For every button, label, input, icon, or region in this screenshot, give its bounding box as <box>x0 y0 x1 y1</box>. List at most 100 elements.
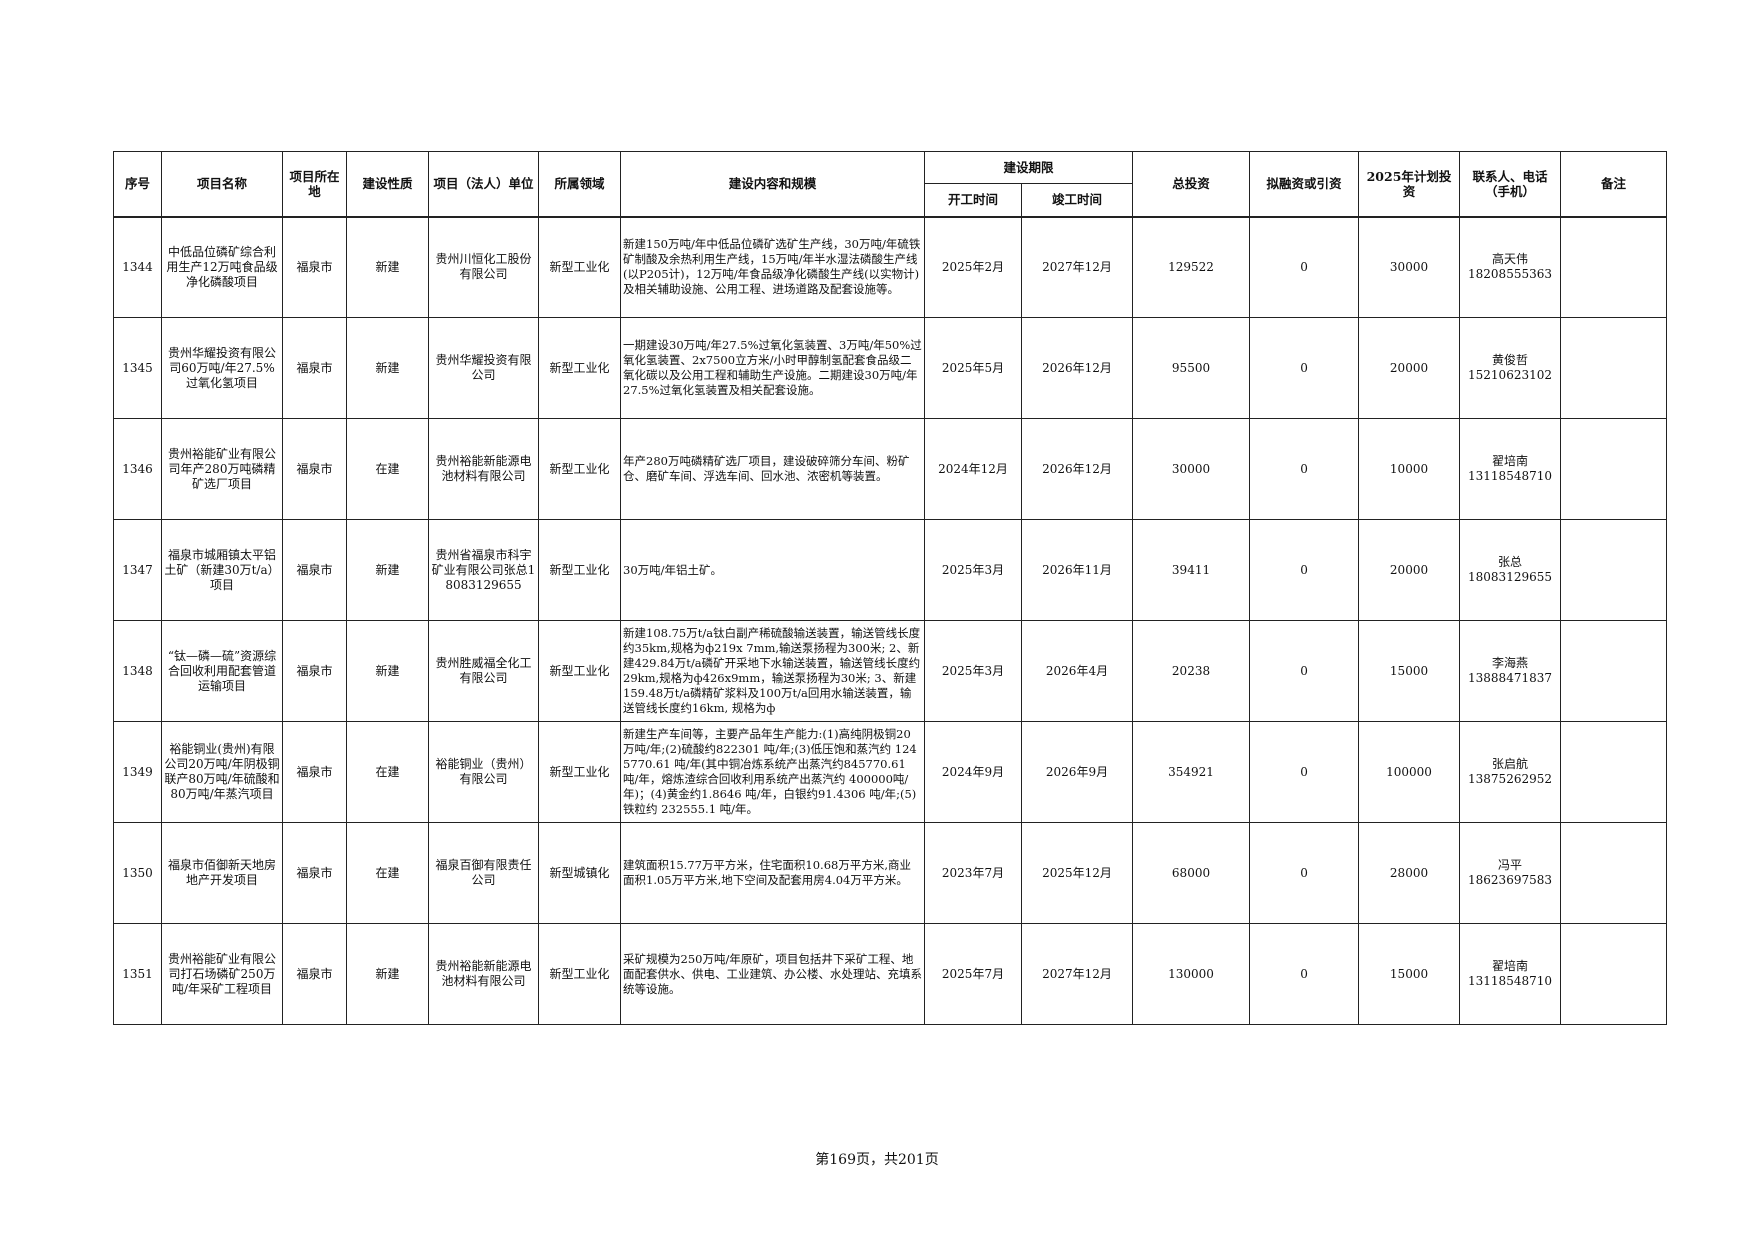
cell-seq: 1349 <box>113 721 162 823</box>
content-text: 新建150万吨/年中低品位磷矿选矿生产线，30万吨/年硫铁矿制酸及余热利用生产线… <box>623 237 921 297</box>
cell-start: 2024年12月 <box>924 418 1022 520</box>
cell-seq: 1345 <box>113 317 162 419</box>
cell-start: 2023年7月 <box>924 822 1022 924</box>
content-text: 新建108.75万t/a钛白副产稀硫酸输送装置，输送管线长度约35km,规格为ф… <box>623 626 921 715</box>
cell-nature: 新建 <box>346 620 429 722</box>
cell-seq: 1351 <box>113 923 162 1025</box>
cell-contact: 张总 18083129655 <box>1459 519 1562 621</box>
cell-unit: 贵州华耀投资有限公司 <box>428 317 539 419</box>
table-row: 1350 福泉市佰御新天地房地产开发项目 福泉市 在建 福泉百御有限责任公司 新型城镇化建… <box>113 822 1668 924</box>
cell-location: 福泉市 <box>282 620 347 722</box>
cell-total: 129522 <box>1132 216 1251 318</box>
cell-contact: 张启航 13875262952 <box>1459 721 1562 823</box>
cell-location: 福泉市 <box>282 216 347 318</box>
content-text: 30万吨/年铝土矿。 <box>623 562 723 577</box>
cell-name: 福泉市城厢镇太平铝土矿（新建30万t/a）项目 <box>161 519 283 621</box>
contact-name: 张启航 <box>1492 757 1529 771</box>
cell-end: 2026年9月 <box>1020 721 1134 823</box>
cell-total: 68000 <box>1132 822 1251 924</box>
cell-field: 新型工业化 <box>538 923 621 1025</box>
cell-unit: 贵州裕能新能源电池材料有限公司 <box>428 418 539 520</box>
cell-nature: 新建 <box>346 923 429 1025</box>
cell-nature: 新建 <box>346 216 429 318</box>
cell-remark <box>1560 418 1668 520</box>
header-unit: 项目（法人）单位 <box>428 151 539 217</box>
cell-plan2025: 20000 <box>1358 317 1461 419</box>
cell-content: 年产280万吨磷精矿选厂项目，建设破碎筛分车间、粉矿仓、磨矿车间、浮选车间、回水… <box>620 418 925 520</box>
cell-field: 新型工业化 <box>538 317 621 419</box>
contact-phone: 15210623102 <box>1468 368 1552 382</box>
cell-seq: 1347 <box>113 519 162 621</box>
contact-name: 翟培南 <box>1492 959 1529 973</box>
cell-total: 20238 <box>1132 620 1251 722</box>
cell-field: 新型工业化 <box>538 216 621 318</box>
table-row: 1349 裕能铜业(贵州)有限公司20万吨/年阴极铜联产80万吨/年硫酸和80万吨… <box>113 721 1668 823</box>
contact-phone: 18623697583 <box>1468 873 1552 887</box>
cell-financing: 0 <box>1249 216 1360 318</box>
cell-nature: 在建 <box>346 822 429 924</box>
cell-contact: 翟培南 13118548710 <box>1459 923 1562 1025</box>
contact-phone: 13875262952 <box>1468 772 1552 786</box>
contact-phone: 13118548710 <box>1468 469 1552 483</box>
cell-nature: 在建 <box>346 418 429 520</box>
cell-end: 2026年12月 <box>1020 317 1134 419</box>
cell-total: 30000 <box>1132 418 1251 520</box>
cell-location: 福泉市 <box>282 923 347 1025</box>
cell-content: 新建108.75万t/a钛白副产稀硫酸输送装置，输送管线长度约35km,规格为ф… <box>620 620 925 722</box>
cell-content: 建筑面积15.77万平方米，住宅面积10.68万平方米,商业面积1.05万平方米… <box>620 822 925 924</box>
table-body: 1344 中低品位磷矿综合利用生产12万吨食品级净化磷酸项目 福泉市 新建 贵州川恒化工… <box>113 216 1668 1025</box>
project-table: 序号 项目名称 项目所在地 建设性质 项目（法人）单位 所属领域 建设内容和规模… <box>113 151 1668 1025</box>
cell-end: 2025年12月 <box>1020 822 1134 924</box>
cell-nature: 新建 <box>346 519 429 621</box>
cell-field: 新型工业化 <box>538 519 621 621</box>
cell-financing: 0 <box>1249 418 1360 520</box>
cell-end: 2027年12月 <box>1020 216 1134 318</box>
cell-content: 一期建设30万吨/年27.5%过氧化氢装置、3万吨/年50%过氧化氢装置、2x7… <box>620 317 925 419</box>
cell-remark <box>1560 519 1668 621</box>
cell-plan2025: 20000 <box>1358 519 1461 621</box>
cell-end: 2026年11月 <box>1020 519 1134 621</box>
cell-end: 2026年12月 <box>1020 418 1134 520</box>
cell-plan2025: 28000 <box>1358 822 1461 924</box>
cell-seq: 1346 <box>113 418 162 520</box>
header-remark: 备注 <box>1560 151 1668 217</box>
cell-remark <box>1560 216 1668 318</box>
cell-content: 新建150万吨/年中低品位磷矿选矿生产线，30万吨/年硫铁矿制酸及余热利用生产线… <box>620 216 925 318</box>
cell-location: 福泉市 <box>282 822 347 924</box>
contact-name: 冯平 <box>1498 858 1523 872</box>
header-content: 建设内容和规模 <box>620 151 925 217</box>
cell-name: 贵州华耀投资有限公司60万吨/年27.5%过氧化氢项目 <box>161 317 283 419</box>
cell-remark <box>1560 721 1668 823</box>
cell-financing: 0 <box>1249 923 1360 1025</box>
contact-name: 黄俊哲 <box>1492 353 1529 367</box>
header-contact: 联系人、电话（手机） <box>1459 151 1562 217</box>
cell-contact: 冯平 18623697583 <box>1459 822 1562 924</box>
contact-phone: 18208555363 <box>1468 267 1552 282</box>
header-location: 项目所在地 <box>282 151 347 217</box>
contact-name: 张总 <box>1498 555 1523 569</box>
table-row: 1348 “钛—磷—硫”资源综合回收利用配套管道运输项目 福泉市 新建 贵州胜威福全化工… <box>113 620 1668 722</box>
cell-financing: 0 <box>1249 822 1360 924</box>
cell-name: 裕能铜业(贵州)有限公司20万吨/年阴极铜联产80万吨/年硫酸和80万吨/年蒸汽… <box>161 721 283 823</box>
cell-plan2025: 100000 <box>1358 721 1461 823</box>
cell-unit: 福泉百御有限责任公司 <box>428 822 539 924</box>
cell-start: 2025年3月 <box>924 620 1022 722</box>
cell-plan2025: 15000 <box>1358 620 1461 722</box>
cell-seq: 1348 <box>113 620 162 722</box>
header-end: 竣工时间 <box>1020 183 1134 217</box>
cell-name: 贵州裕能矿业有限公司年产280万吨磷精矿选厂项目 <box>161 418 283 520</box>
contact-phone: 13888471837 <box>1468 671 1552 685</box>
header-plan2025: 2025年计划投资 <box>1358 151 1461 217</box>
cell-start: 2025年3月 <box>924 519 1022 621</box>
content-text: 采矿规模为250万吨/年原矿，项目包括井下采矿工程、地面配套供水、供电、工业建筑… <box>623 951 922 996</box>
table-row: 1347 福泉市城厢镇太平铝土矿（新建30万t/a）项目 福泉市 新建 贵州省福泉市科宇… <box>113 519 1668 621</box>
cell-remark <box>1560 317 1668 419</box>
cell-name: 贵州裕能矿业有限公司打石场磷矿250万吨/年采矿工程项目 <box>161 923 283 1025</box>
cell-content: 新建生产车间等，主要产品年生产能力:(1)高纯阴极铜20万吨/年;(2)硫酸约8… <box>620 721 925 823</box>
header-field: 所属领域 <box>538 151 621 217</box>
header-total: 总投资 <box>1132 151 1251 217</box>
table-row: 1351 贵州裕能矿业有限公司打石场磷矿250万吨/年采矿工程项目 福泉市 新建 贵州裕… <box>113 923 1668 1025</box>
cell-start: 2025年5月 <box>924 317 1022 419</box>
cell-total: 130000 <box>1132 923 1251 1025</box>
content-text: 年产280万吨磷精矿选厂项目，建设破碎筛分车间、粉矿仓、磨矿车间、浮选车间、回水… <box>623 454 910 483</box>
